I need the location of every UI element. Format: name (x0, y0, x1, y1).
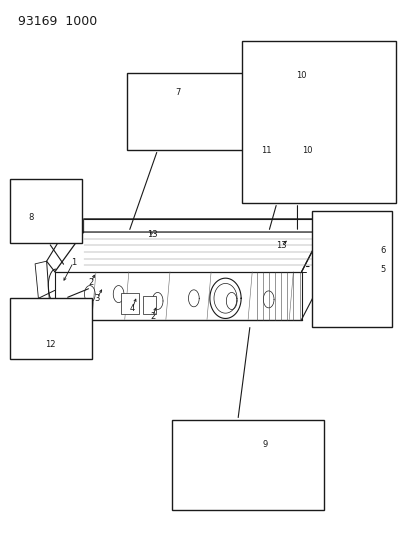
Text: 6: 6 (380, 246, 385, 255)
Text: 7: 7 (175, 88, 180, 97)
Text: 13: 13 (275, 241, 286, 250)
Text: 93169  1000: 93169 1000 (18, 14, 97, 28)
Text: 2: 2 (88, 278, 93, 287)
Text: 10: 10 (302, 147, 312, 156)
Bar (9, 298, 92, 359)
Text: 10: 10 (296, 71, 306, 80)
Bar (143, 296, 155, 314)
Text: 8: 8 (28, 213, 34, 222)
Text: 1: 1 (71, 258, 76, 266)
Bar (311, 211, 391, 327)
Bar (120, 293, 139, 314)
Bar (172, 420, 323, 511)
Text: 9: 9 (262, 440, 267, 449)
Bar (241, 41, 395, 203)
Text: 4: 4 (129, 304, 135, 313)
Text: 3: 3 (94, 294, 100, 303)
Text: 2: 2 (150, 312, 155, 321)
Bar (126, 73, 258, 150)
Text: 11: 11 (261, 147, 271, 156)
Text: 5: 5 (380, 265, 385, 273)
Text: 12: 12 (45, 340, 55, 349)
Text: 13: 13 (147, 230, 158, 239)
Bar (9, 179, 81, 243)
